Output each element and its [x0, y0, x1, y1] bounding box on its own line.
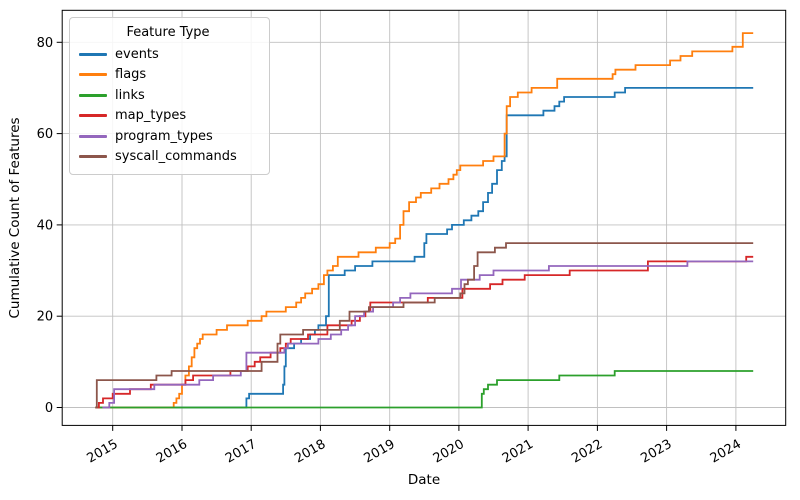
x-tick-label: 2016	[154, 437, 190, 467]
y-tick-label: 60	[37, 127, 54, 142]
x-tick-label: 2017	[223, 437, 259, 467]
y-tick-label: 20	[37, 310, 54, 325]
legend-item-program_types: program_types	[79, 126, 257, 147]
legend-label: flags	[115, 67, 147, 83]
x-axis-label: Date	[408, 472, 440, 488]
y-tick-label: 0	[45, 401, 53, 416]
axis-ticks	[56, 41, 737, 431]
legend-title: Feature Type	[126, 25, 210, 40]
x-tick-label: 2018	[292, 437, 328, 467]
x-tick-label: 2019	[362, 437, 398, 467]
legend-label: events	[115, 46, 159, 62]
legend-swatch	[79, 52, 107, 56]
series-line-syscall_commands	[95, 242, 754, 409]
y-tick-label: 40	[37, 218, 54, 233]
x-tick-label: 2023	[638, 437, 674, 467]
series-line-program_types	[102, 260, 754, 409]
x-tick-label: 2020	[431, 437, 467, 467]
y-axis-label: Cumulative Count of Features	[7, 117, 23, 318]
legend-item-links: links	[79, 85, 257, 106]
x-tick-label: 2024	[708, 437, 744, 467]
legend-swatch	[79, 155, 107, 159]
legend-swatch	[79, 73, 107, 77]
series-line-flags	[95, 32, 754, 409]
axes-border	[61, 9, 787, 426]
x-tick-label: 2022	[569, 437, 605, 467]
legend-label: program_types	[115, 128, 213, 144]
series-lines	[95, 32, 754, 409]
x-tick-label: 2021	[500, 437, 536, 467]
legend-label: syscall_commands	[115, 149, 237, 165]
legend-label: map_types	[115, 108, 187, 124]
legend-item-syscall_commands: syscall_commands	[79, 147, 257, 168]
legend-item-map_types: map_types	[79, 106, 257, 127]
legend-swatch	[79, 93, 107, 97]
series-line-map_types	[95, 255, 754, 409]
legend-swatch	[79, 114, 107, 118]
y-tick-label: 80	[37, 36, 54, 51]
x-tick-label: 2015	[85, 437, 121, 467]
legend-swatch	[79, 134, 107, 138]
legend-item-flags: flags	[79, 65, 257, 86]
legend-item-events: events	[79, 44, 257, 65]
series-line-links	[95, 370, 754, 409]
legend-label: links	[115, 87, 145, 103]
